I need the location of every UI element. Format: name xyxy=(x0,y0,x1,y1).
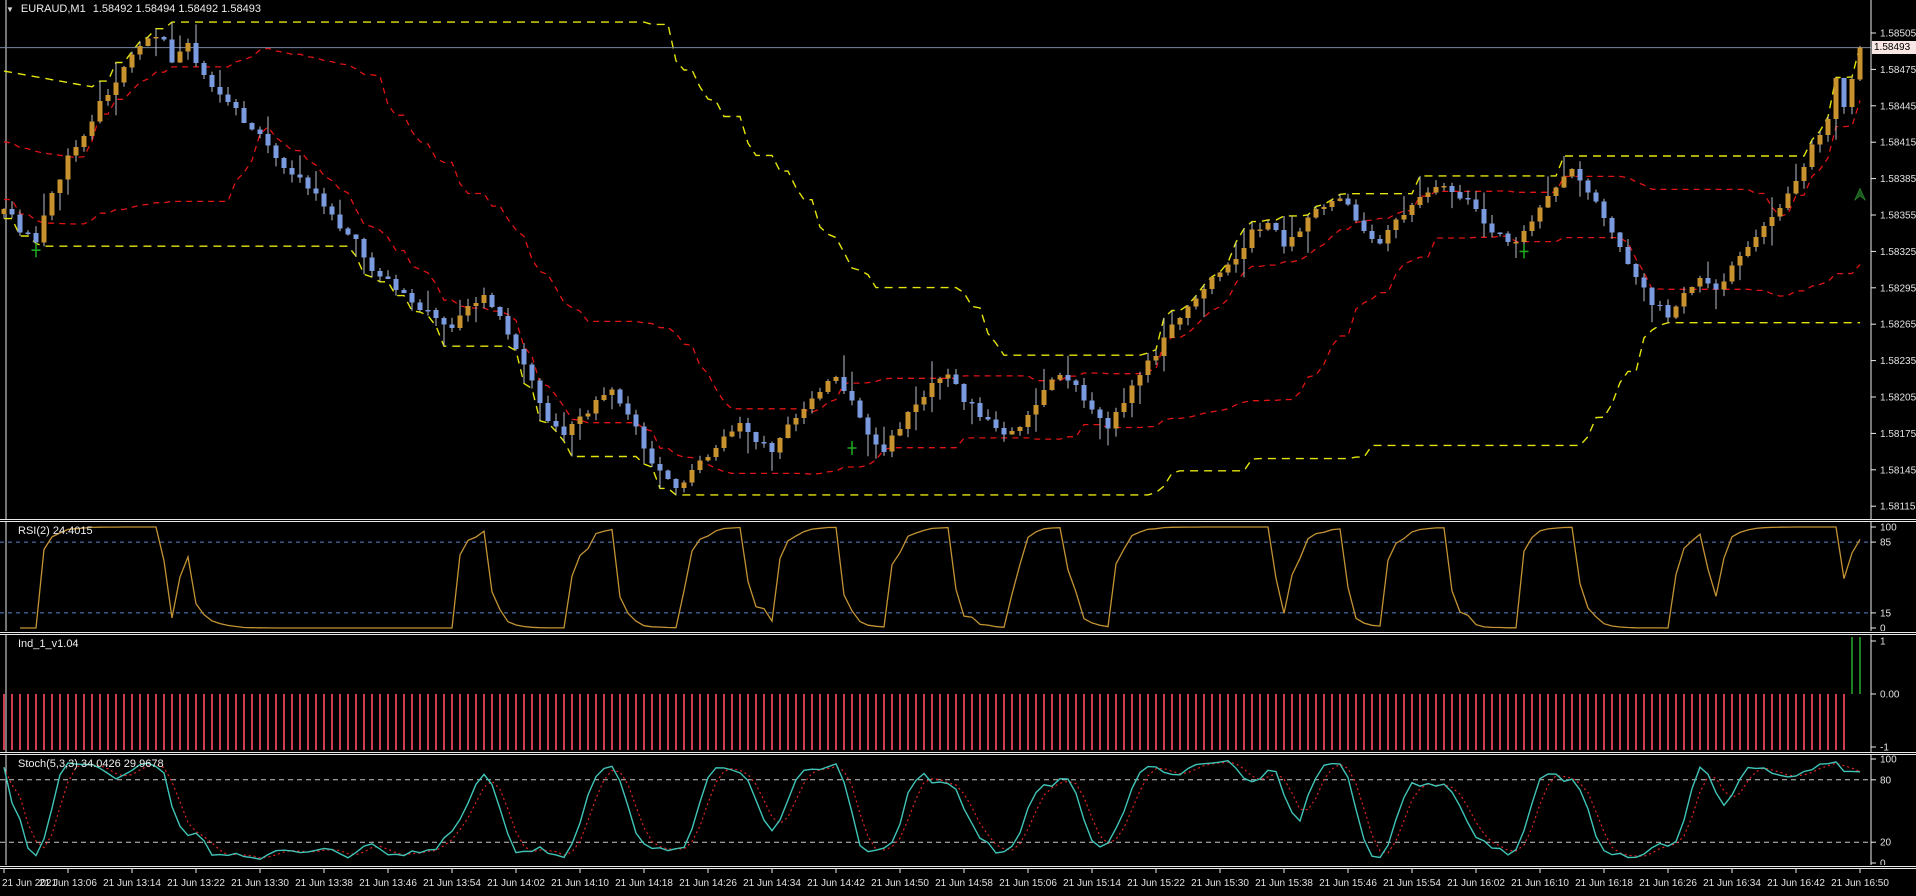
svg-text:1: 1 xyxy=(1880,637,1886,648)
svg-text:21 Jun 15:38: 21 Jun 15:38 xyxy=(1255,878,1313,889)
rsi-indicator-label: RSI(2) 24.4015 xyxy=(18,525,93,537)
stoch-indicator-label: Stoch(5,3,3) 34.0426 29.9678 xyxy=(18,758,164,770)
time-scale[interactable]: 21 Jun 2021 21 Jun 13:06 21 Jun 13:14 21 Ju… xyxy=(0,869,1916,896)
svg-text:21 Jun 13:22: 21 Jun 13:22 xyxy=(167,878,225,889)
svg-text:21 Jun 15:46: 21 Jun 15:46 xyxy=(1319,878,1377,889)
svg-text:21 Jun 15:22: 21 Jun 15:22 xyxy=(1127,878,1185,889)
svg-text:21 Jun 2021: 21 Jun 2021 xyxy=(2,878,57,889)
svg-text:1.58175: 1.58175 xyxy=(1880,429,1916,440)
svg-text:21 Jun 15:30: 21 Jun 15:30 xyxy=(1191,878,1249,889)
svg-text:1.58205: 1.58205 xyxy=(1880,393,1916,404)
svg-text:21 Jun 13:38: 21 Jun 13:38 xyxy=(295,878,353,889)
current-price-tag: 1.58493 xyxy=(1872,41,1916,54)
main-chart-canvas[interactable]: 1.58505 1.58475 1.58445 1.58415 1.58385 1.583… xyxy=(0,0,1916,519)
rsi-panel-canvas[interactable]: 100 85 15 0 xyxy=(0,522,1916,631)
symbol-quick-nav-icon[interactable]: ▼ xyxy=(6,4,14,14)
svg-text:0: 0 xyxy=(1880,624,1886,632)
svg-text:0: 0 xyxy=(1880,859,1886,866)
svg-text:21 Jun 14:34: 21 Jun 14:34 xyxy=(743,878,801,889)
svg-text:85: 85 xyxy=(1880,538,1892,549)
panel-separator[interactable] xyxy=(0,752,1916,755)
svg-text:0.00: 0.00 xyxy=(1880,690,1900,701)
symbol-period-label: EURAUD,M1 xyxy=(20,3,86,15)
svg-text:21 Jun 16:10: 21 Jun 16:10 xyxy=(1511,878,1569,889)
svg-text:21 Jun 13:30: 21 Jun 13:30 xyxy=(231,878,289,889)
svg-text:1.58385: 1.58385 xyxy=(1880,174,1916,185)
svg-text:21 Jun 14:26: 21 Jun 14:26 xyxy=(679,878,737,889)
svg-text:21 Jun 16:50: 21 Jun 16:50 xyxy=(1831,878,1889,889)
svg-text:21 Jun 13:46: 21 Jun 13:46 xyxy=(359,878,417,889)
svg-text:1.58445: 1.58445 xyxy=(1880,101,1916,112)
svg-text:21 Jun 13:54: 21 Jun 13:54 xyxy=(423,878,481,889)
svg-text:100: 100 xyxy=(1880,755,1897,766)
svg-text:20: 20 xyxy=(1880,838,1892,849)
svg-text:100: 100 xyxy=(1880,523,1897,534)
svg-text:21 Jun 14:10: 21 Jun 14:10 xyxy=(551,878,609,889)
svg-text:1.58505: 1.58505 xyxy=(1880,29,1916,40)
svg-text:21 Jun 14:58: 21 Jun 14:58 xyxy=(935,878,993,889)
svg-text:15: 15 xyxy=(1880,608,1892,619)
ohlc-quote-label: 1.58492 1.58494 1.58492 1.58493 xyxy=(92,3,261,15)
svg-text:21 Jun 13:06: 21 Jun 13:06 xyxy=(39,878,97,889)
svg-text:1.58325: 1.58325 xyxy=(1880,247,1916,258)
svg-text:1.58115: 1.58115 xyxy=(1880,502,1916,513)
svg-text:21 Jun 14:02: 21 Jun 14:02 xyxy=(487,878,545,889)
svg-text:21 Jun 16:34: 21 Jun 16:34 xyxy=(1703,878,1761,889)
svg-text:21 Jun 13:14: 21 Jun 13:14 xyxy=(103,878,161,889)
svg-text:21 Jun 16:02: 21 Jun 16:02 xyxy=(1447,878,1505,889)
svg-text:21 Jun 15:06: 21 Jun 15:06 xyxy=(999,878,1057,889)
svg-text:21 Jun 16:26: 21 Jun 16:26 xyxy=(1639,878,1697,889)
svg-text:1.58415: 1.58415 xyxy=(1880,138,1916,149)
svg-text:1.58265: 1.58265 xyxy=(1880,320,1916,331)
svg-text:21 Jun 15:54: 21 Jun 15:54 xyxy=(1383,878,1441,889)
svg-text:1.58145: 1.58145 xyxy=(1880,465,1916,476)
panel-separator[interactable] xyxy=(0,866,1916,869)
svg-text:1.58235: 1.58235 xyxy=(1880,356,1916,367)
svg-text:21 Jun 14:50: 21 Jun 14:50 xyxy=(871,878,929,889)
svg-text:1.58355: 1.58355 xyxy=(1880,211,1916,222)
svg-text:1.58475: 1.58475 xyxy=(1880,65,1916,76)
svg-text:21 Jun 14:18: 21 Jun 14:18 xyxy=(615,878,673,889)
ind1-indicator-label: Ind_1_v1.04 xyxy=(18,638,79,650)
panel-separator[interactable] xyxy=(0,519,1916,522)
svg-text:-1: -1 xyxy=(1880,743,1889,753)
histogram-panel-canvas[interactable]: 1 0.00 -1 xyxy=(0,635,1916,752)
svg-text:21 Jun 16:18: 21 Jun 16:18 xyxy=(1575,878,1633,889)
svg-text:21 Jun 14:42: 21 Jun 14:42 xyxy=(807,878,865,889)
stoch-panel-canvas[interactable]: 100 80 20 0 xyxy=(0,755,1916,865)
chart-title: ▼ EURAUD,M1 1.58492 1.58494 1.58492 1.58… xyxy=(6,3,261,15)
svg-text:21 Jun 16:42: 21 Jun 16:42 xyxy=(1767,878,1825,889)
svg-text:21 Jun 15:14: 21 Jun 15:14 xyxy=(1063,878,1121,889)
svg-text:80: 80 xyxy=(1880,775,1892,786)
panel-separator[interactable] xyxy=(0,632,1916,635)
svg-text:1.58295: 1.58295 xyxy=(1880,283,1916,294)
